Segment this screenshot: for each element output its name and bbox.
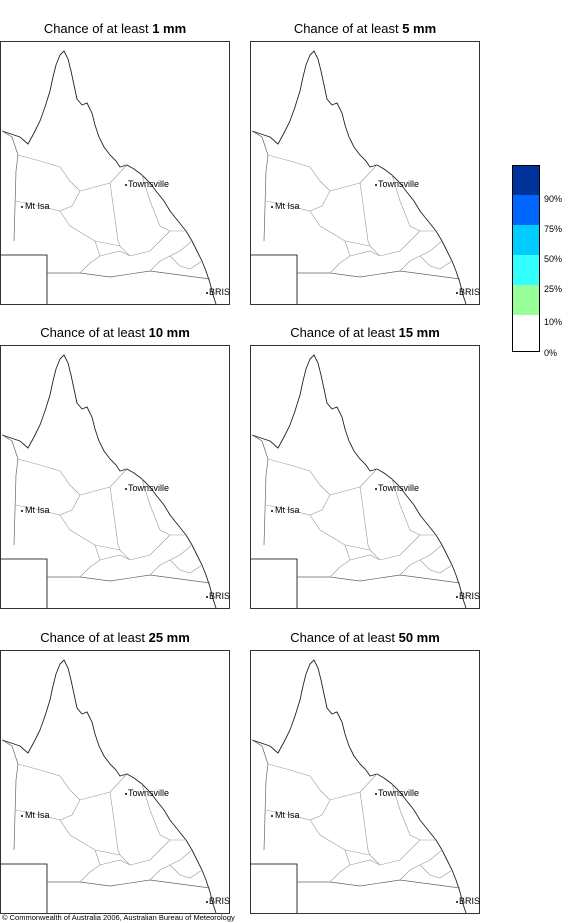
legend-level-label: 75% bbox=[544, 224, 563, 234]
legend-level-label: 0% bbox=[544, 348, 558, 358]
rainfall-probability-map: Townsville Mt Isa BRIS bbox=[250, 345, 480, 609]
map-panel-5mm: Chance of at least 5 mm Townsville Mt Is… bbox=[250, 21, 480, 306]
legend-swatch bbox=[512, 315, 540, 352]
label-brisbane: BRIS bbox=[459, 591, 480, 601]
label-brisbane: BRIS bbox=[459, 287, 480, 297]
legend-level-label: 10% bbox=[544, 317, 563, 327]
label-brisbane: BRIS bbox=[459, 896, 480, 906]
panel-title: Chance of at least 25 mm bbox=[40, 630, 190, 645]
rainfall-probability-map: Townsville Mt Isa BRIS bbox=[250, 41, 480, 305]
map-panel-50mm: Chance of at least 50 mm Townsville Mt I… bbox=[250, 630, 480, 915]
map-panel-10mm: Chance of at least 10 mm Townsville Mt I… bbox=[0, 325, 230, 610]
label-mt-isa: Mt Isa bbox=[275, 505, 300, 515]
label-mt-isa: Mt Isa bbox=[25, 505, 50, 515]
label-townsville: Townsville bbox=[128, 179, 169, 189]
legend-swatch bbox=[512, 195, 540, 225]
label-mt-isa: Mt Isa bbox=[275, 201, 300, 211]
panel-title: Chance of at least 15 mm bbox=[290, 325, 440, 340]
map-panel-1mm: Chance of at least 1 mm bbox=[0, 21, 230, 306]
label-mt-isa: Mt Isa bbox=[25, 810, 50, 820]
legend-swatch bbox=[512, 285, 540, 315]
panel-title: Chance of at least 10 mm bbox=[40, 325, 190, 340]
label-brisbane: BRIS bbox=[209, 896, 230, 906]
label-townsville: Townsville bbox=[128, 788, 169, 798]
rainfall-probability-map: Townsville Mt Isa BRIS bbox=[250, 650, 480, 914]
legend-level-label: 50% bbox=[544, 254, 563, 264]
panel-title: Chance of at least 1 mm bbox=[43, 21, 187, 36]
copyright-notice: © Commonwealth of Australia 2006, Austra… bbox=[2, 913, 235, 922]
panel-title: Chance of at least 50 mm bbox=[290, 630, 440, 645]
legend-swatch bbox=[512, 225, 540, 255]
map-panel-25mm: Chance of at least 25 mm Townsville Mt I… bbox=[0, 630, 230, 915]
legend-swatch bbox=[512, 255, 540, 285]
label-brisbane: BRIS bbox=[209, 591, 230, 601]
label-townsville: Townsville bbox=[378, 483, 419, 493]
label-townsville: Townsville bbox=[378, 179, 419, 189]
label-townsville: Townsville bbox=[128, 483, 169, 493]
rainfall-probability-map: Townsville Mt Isa BRIS bbox=[0, 345, 230, 609]
rainfall-probability-map: Townsville Mt Isa BRIS bbox=[0, 650, 230, 914]
label-townsville: Townsville bbox=[378, 788, 419, 798]
rainfall-probability-map: Townsville Mt Isa BRIS bbox=[0, 41, 230, 305]
legend-level-label: 90% bbox=[544, 194, 563, 204]
label-mt-isa: Mt Isa bbox=[25, 201, 50, 211]
map-panel-15mm: Chance of at least 15 mm Townsville Mt I… bbox=[250, 325, 480, 610]
panel-title: Chance of at least 5 mm bbox=[293, 21, 437, 36]
label-mt-isa: Mt Isa bbox=[275, 810, 300, 820]
legend-swatch bbox=[512, 165, 540, 195]
label-brisbane: BRIS bbox=[209, 287, 230, 297]
probability-legend: 90% 75% 50% 25% 10% 0% bbox=[512, 165, 570, 365]
legend-level-label: 25% bbox=[544, 284, 563, 294]
